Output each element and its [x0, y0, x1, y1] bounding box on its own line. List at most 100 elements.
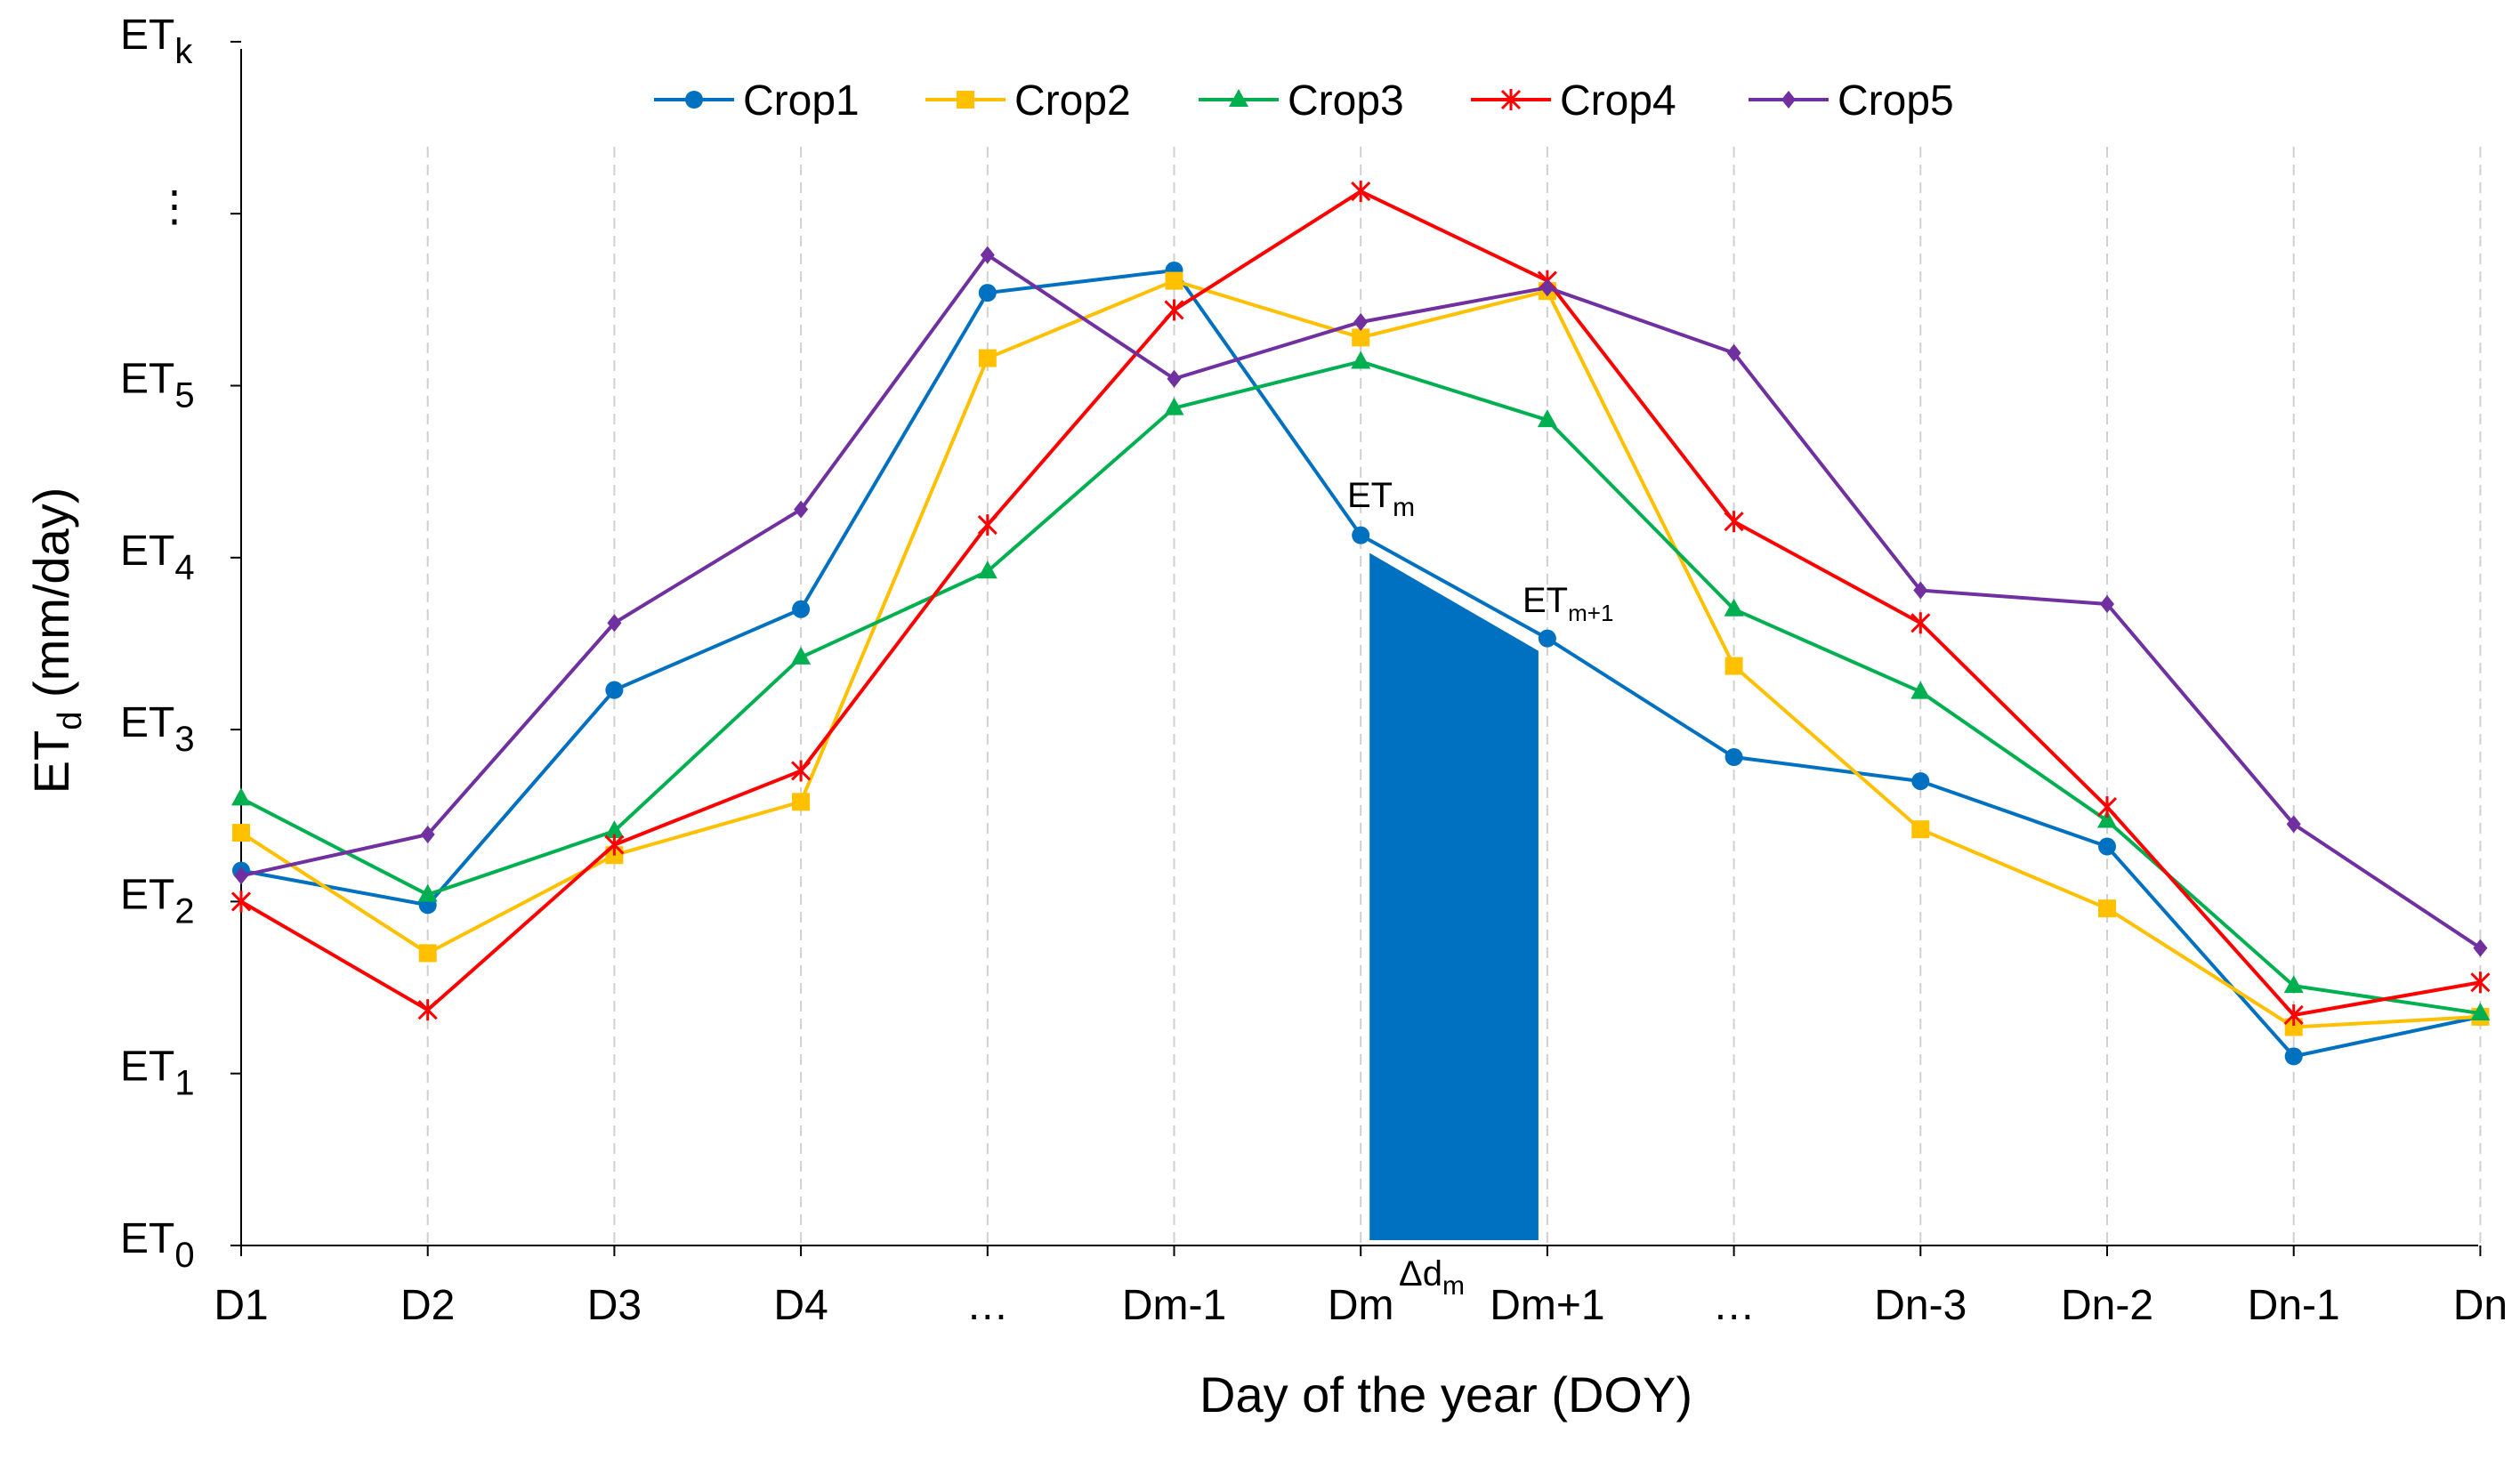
- data-point: [1911, 820, 1930, 839]
- data-point: [418, 944, 437, 963]
- data-point: [1724, 511, 1744, 533]
- data-point: [792, 793, 811, 811]
- data-point: [604, 820, 625, 839]
- data-point: [1167, 369, 1182, 388]
- series-layer: [230, 181, 2491, 1066]
- labels-layer: ET0 ET1 ET2 ET3 ET4 ET5 ⋮ ETk D1 D2 D3 D4 … Dm-1 Dm Dm+…: [120, 12, 2508, 1329]
- data-point: [1164, 299, 1184, 321]
- y-tick-label: ET5: [120, 356, 195, 415]
- data-point: [1910, 681, 1931, 699]
- data-point: [1781, 91, 1796, 109]
- x-tick-label: D4: [773, 1282, 828, 1329]
- data-point: [1910, 612, 1931, 634]
- y-axis-title-sub: d: [52, 712, 89, 730]
- axes: [230, 40, 2482, 1256]
- x-tick-label: Dm+1: [1490, 1282, 1604, 1329]
- data-point: [2284, 1018, 2303, 1036]
- shaded-area-layer: [1369, 552, 1539, 1240]
- data-point: [2470, 1003, 2491, 1021]
- data-point: [234, 867, 248, 885]
- y-tick-label: ET4: [120, 528, 195, 587]
- data-point: [2473, 939, 2488, 957]
- data-point: [417, 883, 438, 902]
- data-point: [685, 91, 703, 109]
- data-point: [2097, 810, 2117, 828]
- x-tick-label: Dm: [1328, 1282, 1394, 1329]
- data-point: [2098, 837, 2116, 856]
- data-point: [957, 91, 974, 109]
- y-tick-label: ET0: [120, 1215, 195, 1275]
- data-point: [1724, 748, 1743, 767]
- data-point: [980, 246, 995, 264]
- data-point: [1352, 526, 1370, 544]
- data-point: [1538, 629, 1556, 648]
- legend-item: Crop5: [1749, 77, 1954, 125]
- et-m-label: ETm: [1347, 476, 1415, 522]
- data-point: [604, 834, 625, 856]
- data-point: [1539, 278, 1555, 297]
- data-point: [1353, 312, 1369, 331]
- y-axis-title-main: ET: [23, 730, 79, 794]
- x-tick-label: Dn-1: [2248, 1282, 2340, 1329]
- et-m1-label: ETm+1: [1522, 581, 1613, 626]
- shaded-area: [1369, 552, 1539, 1240]
- legend-item: Crop3: [1199, 77, 1404, 125]
- data-point: [230, 891, 252, 913]
- legend-label: Crop3: [1288, 77, 1404, 125]
- data-point: [792, 600, 811, 618]
- data-point: [1724, 657, 1743, 675]
- y-tick-label: ⋮: [153, 183, 196, 230]
- data-point: [1351, 351, 1371, 369]
- data-point: [2470, 971, 2491, 994]
- legend-item: Crop1: [654, 77, 860, 125]
- legend-label: Crop2: [1014, 77, 1131, 125]
- data-point: [1537, 409, 1557, 428]
- x-tick-label: …: [966, 1282, 1009, 1329]
- legend-label: Crop1: [743, 77, 860, 125]
- delta-d-label: Δdm: [1399, 1254, 1465, 1301]
- x-tick-label: Dn: [2453, 1282, 2508, 1329]
- y-tick-label: ET3: [120, 699, 195, 759]
- x-tick-label: D1: [214, 1282, 268, 1329]
- x-tick-label: D3: [587, 1282, 642, 1329]
- data-point: [1229, 89, 1248, 107]
- data-point: [1351, 181, 1371, 203]
- data-point: [231, 787, 251, 806]
- data-point: [977, 560, 998, 579]
- x-tick-label: …: [1713, 1282, 1756, 1329]
- data-point: [1164, 397, 1184, 415]
- data-point: [2283, 975, 2304, 994]
- data-point: [420, 826, 435, 844]
- data-point: [417, 999, 438, 1021]
- series-crop4: [230, 181, 2491, 1026]
- legend-item: Crop4: [1471, 77, 1676, 125]
- data-point: [1913, 581, 1928, 600]
- data-point: [791, 760, 812, 782]
- data-point: [607, 614, 622, 633]
- data-point: [2096, 796, 2118, 818]
- data-point: [605, 681, 624, 699]
- legend-label: Crop4: [1560, 77, 1676, 125]
- y-tick-label: ET2: [120, 871, 195, 931]
- data-point: [1500, 89, 1522, 110]
- data-point: [1352, 328, 1370, 347]
- vertical-gridlines: [426, 147, 2482, 1245]
- data-point: [1165, 271, 1183, 290]
- data-point: [1911, 772, 1930, 791]
- series-crop3: [231, 351, 2491, 1021]
- y-axis-title-unit: (mm/day): [23, 488, 79, 712]
- x-tick-label: Dn-3: [1874, 1282, 1967, 1329]
- legend-label: Crop5: [1838, 77, 1954, 125]
- data-point: [791, 646, 812, 665]
- data-point: [2284, 1047, 2303, 1066]
- x-tick-label: Dn-2: [2061, 1282, 2153, 1329]
- legend: Crop1 Crop2 Crop3 Crop4 Crop5: [654, 77, 1954, 125]
- data-point: [2100, 594, 2114, 613]
- data-point: [977, 514, 998, 536]
- data-point: [978, 349, 997, 367]
- y-tick-label: ET1: [120, 1044, 195, 1103]
- y-tick-label: ETk: [120, 12, 193, 71]
- data-point: [1726, 343, 1741, 362]
- data-point: [232, 824, 250, 842]
